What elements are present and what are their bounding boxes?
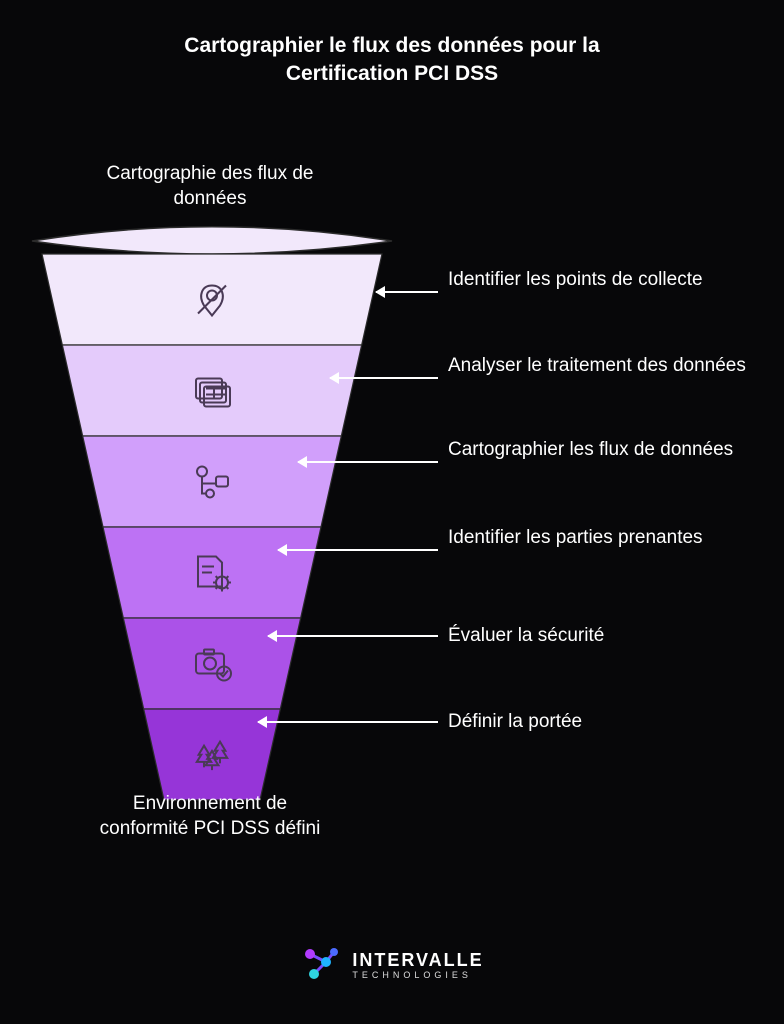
funnel-top-label: Cartographie des flux de données <box>70 162 350 211</box>
logo-mark-icon <box>300 944 342 986</box>
title-line1: Cartographier le flux des données pour l… <box>184 34 599 57</box>
arrow <box>258 721 438 723</box>
logo-sub-text: TECHNOLOGIES <box>352 971 483 980</box>
funnel-step-label: Identifier les parties prenantes <box>448 526 703 550</box>
arrow <box>376 291 438 293</box>
funnel-diagram <box>30 210 430 830</box>
brand-logo: INTERVALLE TECHNOLOGIES <box>0 944 784 986</box>
logo-brand-text: INTERVALLE <box>352 951 483 969</box>
title-line2: Certification PCI DSS <box>286 62 498 85</box>
arrow <box>330 377 438 379</box>
funnel-step-label: Analyser le traitement des données <box>448 354 746 378</box>
funnel-bottom-label: Environnement de conformité PCI DSS défi… <box>60 792 360 841</box>
page-title: Cartographier le flux des données pour l… <box>0 0 784 89</box>
funnel-step-label: Cartographier les flux de données <box>448 438 733 462</box>
arrow <box>268 635 438 637</box>
funnel-step-label: Identifier les points de collecte <box>448 268 703 292</box>
funnel-step-label: Définir la portée <box>448 710 582 734</box>
arrow <box>298 461 438 463</box>
funnel-step-label: Évaluer la sécurité <box>448 624 604 648</box>
arrow <box>278 549 438 551</box>
